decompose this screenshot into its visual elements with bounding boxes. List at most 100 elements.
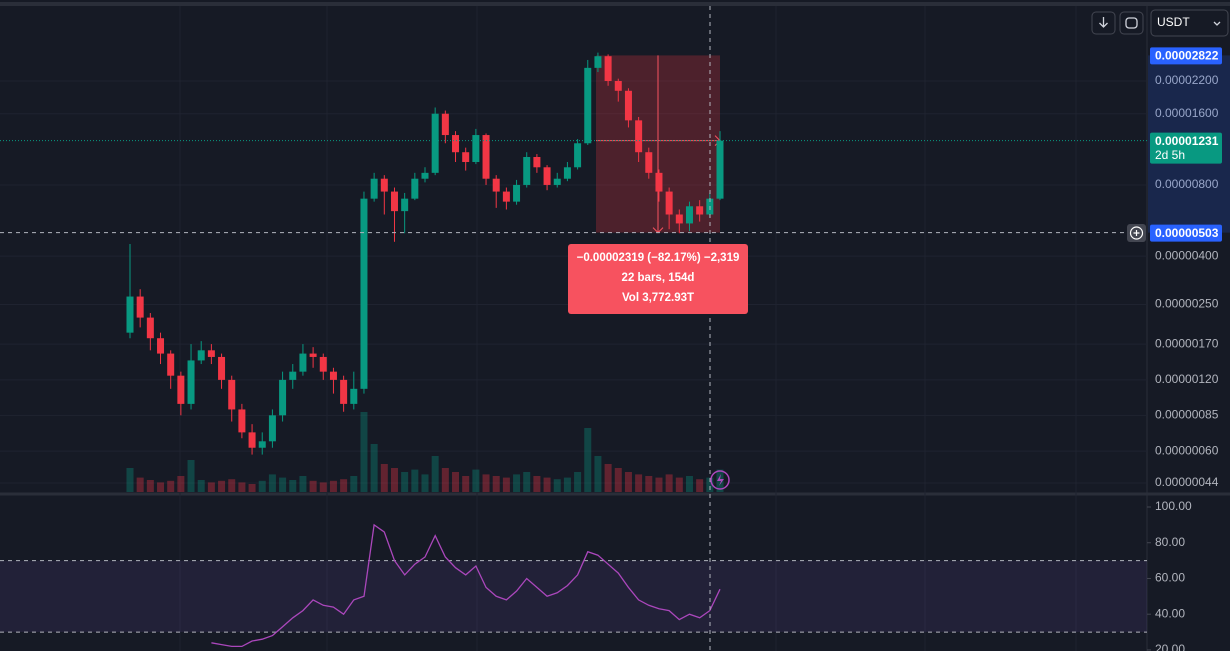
volume-bar (482, 474, 490, 492)
rsi-tick-label: 100.00 (1155, 499, 1192, 513)
volume-bar (390, 468, 398, 492)
candle-body (350, 388, 358, 404)
candle-body (187, 360, 195, 404)
y-tick-label: 0.00000250 (1155, 297, 1219, 311)
volume-bar (421, 474, 429, 492)
reset-button[interactable] (1119, 11, 1144, 35)
volume-bar (563, 477, 571, 492)
candle-body (584, 67, 592, 144)
candle-body (716, 140, 724, 199)
volume-bar (706, 477, 714, 492)
measure-tooltip-line: Vol 3,772.93T (622, 292, 694, 304)
plus-icon (1133, 230, 1140, 236)
candle-body (268, 415, 276, 442)
candle-body (309, 353, 317, 357)
candle-body (360, 198, 368, 389)
crosshair-badge-label: 0.00000503 (1155, 226, 1219, 240)
volume-bar (248, 484, 256, 492)
candle-body (329, 371, 337, 380)
volume-bar (645, 476, 653, 492)
currency-dropdown[interactable] (1150, 9, 1229, 37)
candle-body (665, 191, 673, 215)
y-tick-label: 0.00000800 (1155, 177, 1219, 191)
volume-bar (685, 476, 693, 492)
candle-body (543, 167, 551, 185)
volume-bar (553, 479, 561, 492)
y-tick-label: 0.00001600 (1155, 106, 1219, 120)
candle-body (492, 178, 500, 192)
volume-bar (513, 474, 521, 492)
candle-body (248, 432, 256, 448)
measure-tooltip (568, 244, 748, 314)
volume-bar (614, 468, 622, 492)
volume-bar (187, 460, 195, 492)
volume-bar (401, 472, 409, 492)
volume-bar (696, 479, 704, 492)
volume-bar (289, 480, 297, 492)
volume-bar (238, 482, 246, 492)
candle-body (482, 135, 490, 179)
candle-body (655, 172, 663, 192)
plus-circle (1129, 226, 1144, 240)
candle-body (604, 56, 612, 81)
volume-bar (594, 456, 602, 492)
candle-body (319, 356, 327, 372)
candle-body (696, 206, 704, 215)
volume-bar (543, 477, 551, 492)
measure-tooltip-line: 22 bars, 154d (622, 272, 695, 284)
volume-bar (279, 477, 287, 492)
candle-body (299, 353, 307, 372)
candle-body (136, 296, 144, 318)
high-badge-label: 0.00002822 (1155, 49, 1219, 63)
rsi-tick-label: 40.00 (1155, 606, 1185, 620)
candle-body (513, 184, 521, 202)
candle-body (645, 152, 653, 173)
candle-body (157, 338, 165, 354)
rsi-tick-label: 20.00 (1155, 642, 1185, 651)
candle-body (441, 113, 449, 136)
volume-bar (675, 477, 683, 492)
candle-body (685, 206, 693, 224)
volume-bar (523, 472, 531, 492)
volume-bar (452, 472, 460, 492)
y-tick-label: 0.00000060 (1155, 443, 1219, 457)
volume-bar (299, 476, 307, 492)
candle-body (614, 80, 622, 91)
candle-body (167, 353, 175, 376)
rsi-band (0, 560, 1147, 633)
volume-bar (462, 476, 470, 492)
volume-bar (533, 476, 541, 492)
y-tick-label: 0.00000085 (1155, 407, 1219, 421)
candle-body (472, 135, 480, 163)
volume-bar (635, 474, 643, 492)
volume-bar (126, 468, 134, 492)
volume-bar (268, 474, 276, 492)
volume-bar (258, 480, 266, 492)
candle-body (218, 356, 226, 380)
candle-body (533, 156, 541, 168)
volume-bar (370, 444, 378, 492)
volume-bar (665, 474, 673, 492)
volume-bar (319, 482, 327, 492)
volume-bar (604, 464, 612, 492)
alert-icon[interactable] (710, 470, 730, 490)
volume-bar (207, 482, 215, 492)
volume-bar (350, 476, 358, 492)
volume-bar (380, 464, 388, 492)
volume-bar (197, 480, 205, 492)
volume-bar (228, 479, 236, 492)
candle-body (635, 120, 643, 153)
candle-body (523, 156, 531, 185)
currency-label: USDT (1157, 15, 1190, 29)
candle-body (207, 350, 215, 357)
add-button[interactable] (1127, 224, 1146, 242)
down-icon (1099, 17, 1108, 28)
volume-bar (502, 477, 510, 492)
candle-body (563, 167, 571, 179)
chevron-icon (1213, 21, 1221, 26)
candle-body (258, 441, 266, 448)
volume-bar (472, 469, 480, 492)
toolbar: USDT (1091, 9, 1229, 37)
